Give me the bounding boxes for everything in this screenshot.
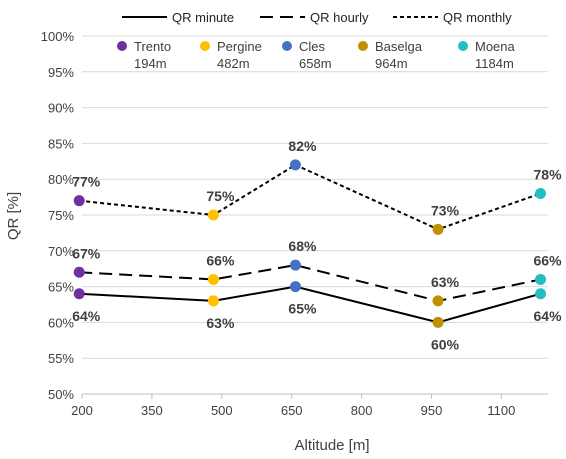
y-tick-label: 60%	[48, 315, 74, 330]
x-tick-label: 1100	[487, 403, 515, 418]
y-tick-label: 85%	[48, 136, 74, 151]
data-label: 66%	[206, 252, 235, 268]
x-tick-label: 500	[211, 403, 233, 418]
site-marker	[458, 41, 468, 51]
data-point	[432, 295, 444, 307]
data-point	[289, 281, 301, 293]
data-label: 60%	[431, 336, 460, 352]
data-label: 66%	[534, 252, 563, 268]
data-label: 78%	[534, 167, 563, 183]
data-label: 63%	[431, 274, 460, 290]
data-point	[432, 316, 444, 328]
data-label: 63%	[206, 315, 235, 331]
site-name: Pergine	[217, 39, 262, 54]
data-label: 82%	[288, 138, 317, 154]
y-tick-label: 80%	[48, 172, 74, 187]
y-axis-title: QR [%]	[5, 192, 22, 240]
data-label: 65%	[288, 301, 317, 317]
x-axis-title: Altitude [m]	[294, 437, 369, 454]
series-line-qr-monthly	[79, 163, 541, 231]
site-altitude: 658m	[299, 56, 332, 71]
gridlines	[82, 35, 548, 395]
data-point	[535, 188, 547, 200]
axes: 50% 55% 60% 65% 70% 75% 80% 85% 90% 95% 100% 200 350…	[41, 29, 548, 418]
site-marker	[282, 41, 292, 51]
site-legend: Trento 194m Pergine 482m Cles 658m Baselga 964m…	[117, 39, 516, 71]
y-tick-label: 100%	[41, 29, 75, 44]
data-label: 67%	[72, 245, 101, 261]
data-point	[535, 273, 547, 285]
data-point	[207, 273, 219, 285]
data-point	[73, 288, 85, 300]
site-marker	[200, 41, 210, 51]
site-altitude: 964m	[375, 56, 408, 71]
data-markers	[73, 159, 547, 328]
y-tick-label: 75%	[48, 208, 74, 223]
data-label: 68%	[288, 238, 317, 254]
y-tick-label: 70%	[48, 244, 74, 259]
data-label: 64%	[72, 308, 101, 324]
series-line-qr-hourly	[79, 264, 541, 302]
y-tick-label: 50%	[48, 387, 74, 402]
y-tick-label: 55%	[48, 351, 74, 366]
data-point	[207, 295, 219, 307]
x-tick-label: 650	[281, 403, 303, 418]
data-labels: 64% 63% 65% 60% 64% 67% 66% 68% 63% 66% 77% 75% 82% 7…	[72, 138, 562, 353]
legend-label: QR monthly	[443, 10, 512, 25]
data-label: 75%	[206, 188, 235, 204]
site-altitude: 1184m	[475, 56, 514, 71]
data-point	[73, 195, 85, 207]
data-point	[432, 223, 444, 235]
data-label: 73%	[431, 202, 460, 218]
x-tick-label: 800	[351, 403, 373, 418]
y-tick-label: 65%	[48, 280, 74, 295]
site-name: Trento	[134, 39, 171, 54]
legend: QR minute QR hourly QR monthly	[122, 10, 512, 25]
site-marker	[117, 41, 127, 51]
data-point	[289, 159, 301, 171]
data-point	[289, 259, 301, 271]
site-altitude: 194m	[134, 56, 167, 71]
x-tick-label: 200	[71, 403, 93, 418]
data-point	[535, 288, 547, 300]
legend-label: QR hourly	[310, 10, 369, 25]
data-point	[73, 266, 85, 278]
data-label: 64%	[534, 308, 563, 324]
y-tick-label: 90%	[48, 101, 74, 116]
site-name: Baselga	[375, 39, 423, 54]
site-name: Cles	[299, 39, 326, 54]
x-tick-label: 950	[421, 403, 443, 418]
data-label: 77%	[72, 174, 101, 190]
y-tick-label: 95%	[48, 65, 74, 80]
site-marker	[358, 41, 368, 51]
legend-label: QR minute	[172, 10, 234, 25]
site-name: Moena	[475, 39, 516, 54]
x-tick-label: 350	[141, 403, 163, 418]
site-altitude: 482m	[217, 56, 250, 71]
data-point	[207, 209, 219, 221]
